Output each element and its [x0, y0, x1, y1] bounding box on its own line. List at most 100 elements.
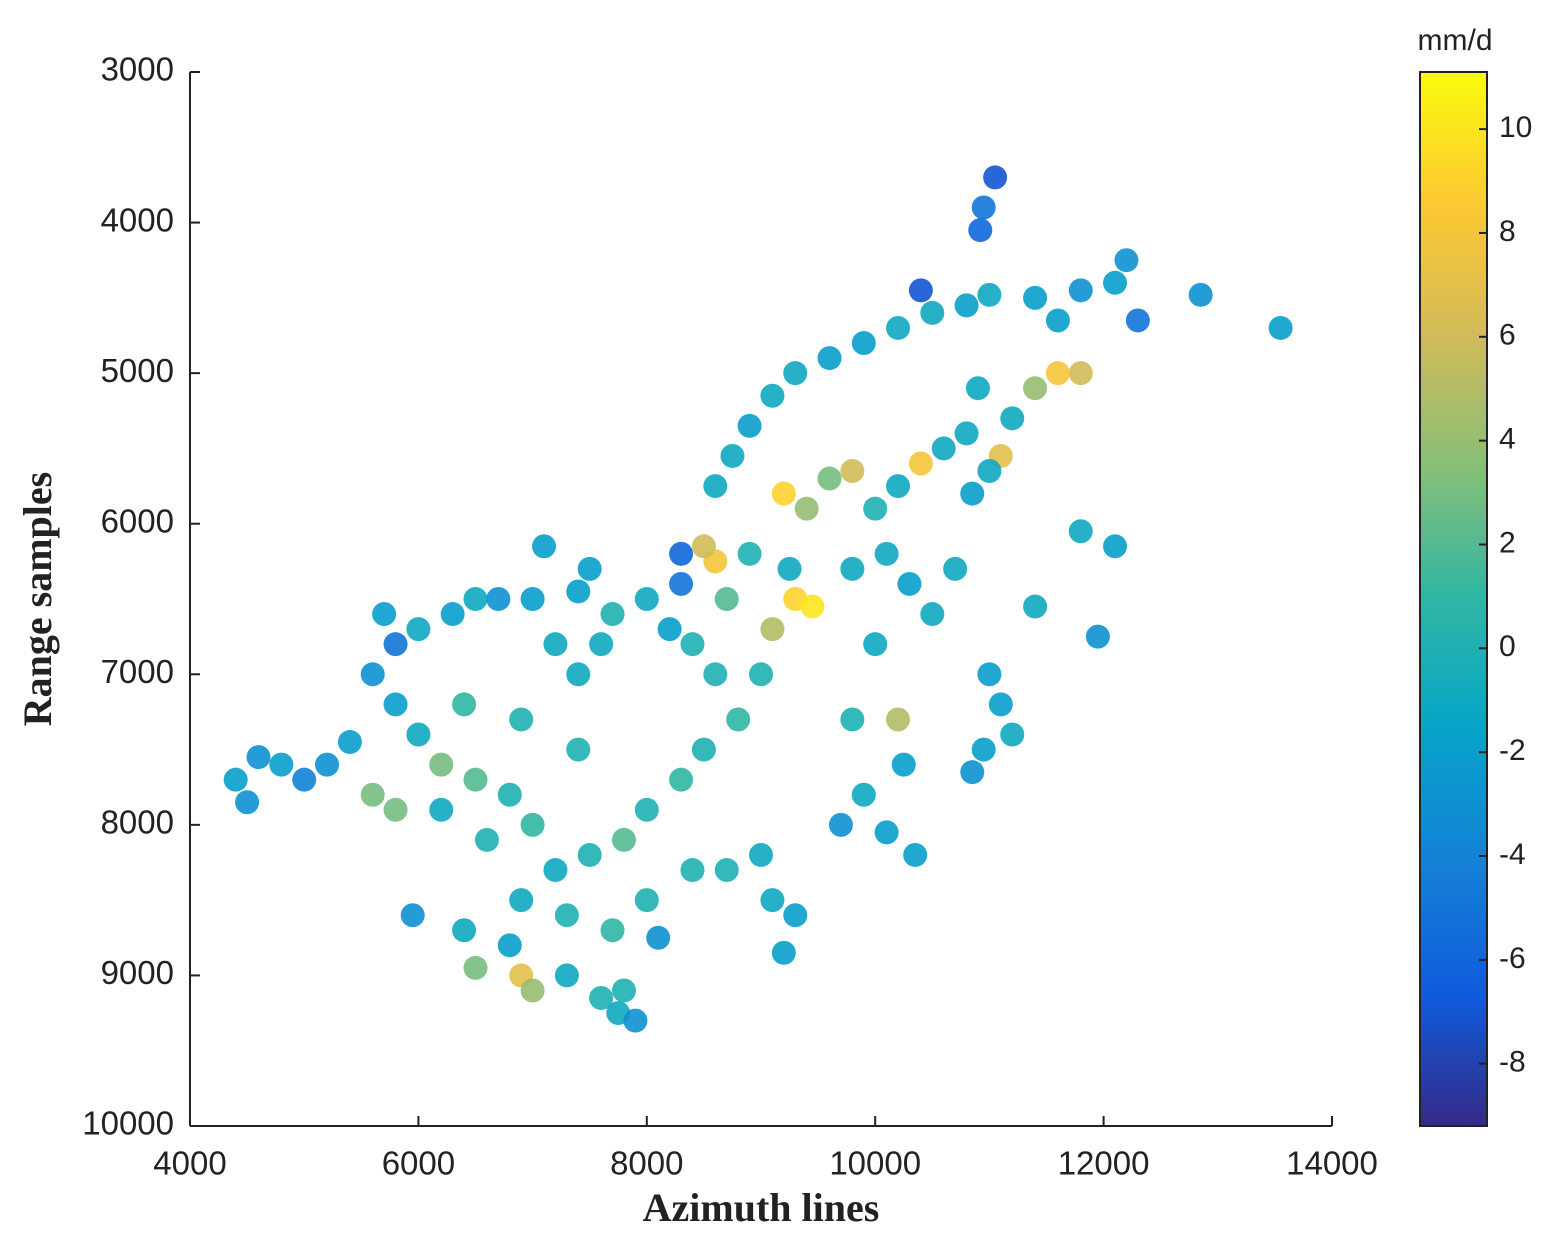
- point: [691, 534, 716, 559]
- point: [543, 858, 568, 883]
- y-tick-label: 3000: [101, 51, 174, 88]
- point: [703, 474, 728, 499]
- y-tick-label: 4000: [101, 201, 174, 238]
- point: [1068, 519, 1093, 544]
- point: [771, 481, 796, 506]
- point: [903, 842, 928, 867]
- point: [429, 752, 454, 777]
- point: [611, 978, 636, 1003]
- point: [874, 541, 899, 566]
- point: [891, 752, 916, 777]
- point: [965, 376, 990, 401]
- point: [520, 812, 545, 837]
- point: [777, 556, 802, 581]
- y-tick-label: 9000: [101, 954, 174, 991]
- point: [474, 827, 499, 852]
- point: [840, 459, 865, 484]
- point: [566, 662, 591, 687]
- point: [817, 346, 842, 371]
- point: [840, 556, 865, 581]
- point: [1114, 248, 1139, 273]
- colorbar-tick-label: 10: [1499, 111, 1532, 144]
- point: [1000, 722, 1025, 747]
- point: [737, 541, 762, 566]
- point: [669, 767, 694, 792]
- point: [623, 1008, 648, 1033]
- point: [589, 632, 614, 657]
- x-tick-label: 4000: [153, 1145, 226, 1182]
- point: [532, 534, 557, 559]
- y-axis-title: Range samples: [15, 472, 60, 726]
- point: [657, 617, 682, 642]
- point: [1000, 406, 1025, 431]
- point: [714, 858, 739, 883]
- point: [1103, 270, 1128, 295]
- point: [669, 571, 694, 596]
- point: [760, 617, 785, 642]
- x-tick-label: 10000: [829, 1145, 921, 1182]
- point: [543, 632, 568, 657]
- point: [908, 451, 933, 476]
- y-tick-label: 8000: [101, 804, 174, 841]
- point: [589, 986, 614, 1011]
- x-tick-label: 8000: [610, 1145, 683, 1182]
- point: [983, 165, 1008, 190]
- point: [920, 300, 945, 325]
- point: [1045, 308, 1070, 333]
- point: [783, 361, 808, 386]
- point: [383, 692, 408, 717]
- point: [897, 571, 922, 596]
- colorbar-tick-label: 2: [1499, 526, 1516, 559]
- point: [874, 820, 899, 845]
- point: [794, 496, 819, 521]
- point: [760, 383, 785, 408]
- point: [977, 459, 1002, 484]
- colorbar-tick-label: 8: [1499, 215, 1516, 248]
- point: [634, 888, 659, 913]
- point: [600, 918, 625, 943]
- point: [971, 195, 996, 220]
- colorbar: [1419, 71, 1488, 1127]
- point: [960, 760, 985, 785]
- point: [954, 293, 979, 318]
- y-tick-label: 5000: [101, 352, 174, 389]
- point: [680, 632, 705, 657]
- point: [611, 827, 636, 852]
- point: [577, 842, 602, 867]
- point: [703, 662, 728, 687]
- colorbar-label: mm/d: [1418, 24, 1493, 57]
- point: [886, 315, 911, 340]
- point: [931, 436, 956, 461]
- point: [1103, 534, 1128, 559]
- point: [337, 730, 362, 755]
- point: [634, 587, 659, 611]
- point: [400, 903, 425, 928]
- point: [783, 903, 808, 928]
- point: [851, 782, 876, 807]
- point: [509, 888, 534, 913]
- point: [223, 767, 248, 792]
- point: [977, 282, 1002, 307]
- point: [360, 662, 385, 687]
- y-tick-label: 7000: [101, 653, 174, 690]
- point: [406, 722, 431, 747]
- point: [452, 918, 477, 943]
- point: [292, 767, 317, 792]
- point: [720, 443, 745, 468]
- point: [577, 556, 602, 581]
- point: [440, 602, 465, 627]
- point: [749, 842, 773, 867]
- colorbar-tick-label: -2: [1499, 734, 1526, 767]
- point: [315, 752, 340, 777]
- point: [817, 466, 842, 491]
- point: [954, 421, 979, 446]
- point: [968, 218, 993, 243]
- point: [988, 692, 1013, 717]
- point: [1023, 594, 1048, 619]
- point: [977, 662, 1002, 687]
- point: [1023, 376, 1048, 401]
- point: [463, 587, 488, 611]
- x-tick-label: 12000: [1058, 1145, 1150, 1182]
- point: [235, 790, 260, 815]
